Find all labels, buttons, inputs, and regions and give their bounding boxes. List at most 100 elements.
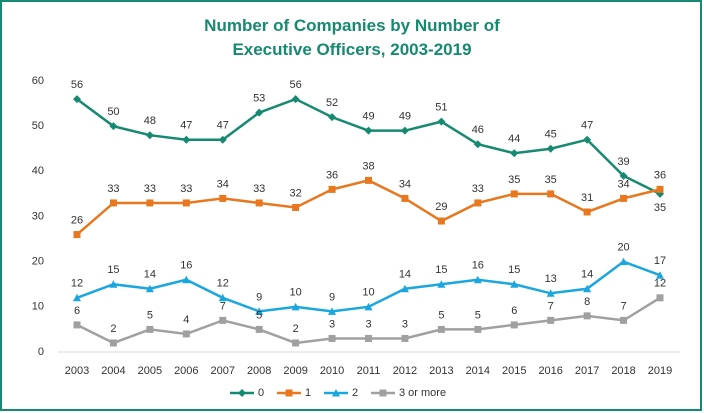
x-tick-label: 2018 (611, 365, 635, 377)
data-label: 33 (472, 183, 484, 195)
marker (510, 321, 518, 329)
data-label: 14 (581, 269, 593, 281)
data-label: 35 (508, 174, 520, 186)
marker (292, 203, 300, 211)
marker (546, 289, 555, 297)
marker (379, 389, 387, 397)
legend-label: 3 or more (399, 387, 446, 399)
data-label: 3 (365, 318, 371, 330)
data-label: 12 (71, 278, 83, 290)
marker (474, 325, 482, 333)
data-label: 34 (217, 178, 229, 190)
data-label: 47 (217, 120, 229, 132)
data-label: 12 (654, 278, 666, 290)
x-tick-label: 2004 (101, 365, 125, 377)
data-label: 49 (362, 111, 374, 123)
data-label: 45 (545, 129, 557, 141)
marker (291, 95, 300, 104)
data-label: 7 (621, 300, 627, 312)
data-label: 33 (253, 183, 265, 195)
x-tick-label: 2009 (283, 365, 307, 377)
marker (73, 231, 81, 239)
x-tick-label: 2015 (502, 365, 526, 377)
data-label: 33 (144, 183, 156, 195)
marker (364, 302, 373, 311)
y-tick-label: 60 (32, 75, 44, 87)
data-label: 44 (508, 133, 520, 145)
x-tick-label: 2019 (648, 365, 672, 377)
marker (437, 117, 446, 126)
data-label: 10 (362, 287, 374, 299)
x-tick-label: 2006 (174, 365, 198, 377)
marker (328, 185, 336, 193)
marker (401, 334, 409, 342)
marker (365, 176, 372, 184)
data-label: 51 (435, 102, 447, 114)
marker (473, 140, 482, 149)
data-label: 13 (545, 273, 557, 285)
y-tick-label: 40 (32, 165, 44, 177)
legend-label: 2 (352, 387, 358, 399)
data-label: 20 (617, 242, 629, 254)
marker (619, 257, 628, 266)
marker (219, 316, 227, 324)
marker (510, 280, 519, 288)
data-label: 4 (183, 314, 189, 326)
marker (182, 330, 190, 338)
legend-label: 1 (305, 387, 311, 399)
marker (218, 135, 227, 144)
data-label: 34 (617, 178, 629, 190)
data-label: 2 (293, 323, 299, 335)
marker (255, 325, 263, 333)
data-label: 50 (107, 106, 119, 118)
data-label: 9 (329, 291, 335, 303)
data-label: 47 (581, 120, 593, 132)
legend-label: 0 (258, 387, 264, 399)
data-label: 35 (654, 202, 666, 214)
y-tick-label: 20 (32, 256, 44, 268)
y-tick-label: 0 (38, 346, 44, 358)
data-label: 32 (290, 187, 302, 199)
marker (238, 389, 246, 397)
data-label: 35 (545, 174, 557, 186)
marker (583, 208, 591, 216)
data-label: 52 (326, 97, 338, 109)
x-tick-label: 2005 (138, 365, 162, 377)
marker (109, 280, 118, 288)
marker (437, 217, 445, 225)
marker (510, 190, 518, 198)
marker (620, 316, 628, 324)
marker (400, 284, 409, 293)
marker (145, 284, 154, 293)
marker (255, 307, 264, 315)
data-label: 39 (617, 156, 629, 168)
data-label: 15 (435, 264, 447, 276)
data-label: 48 (144, 115, 156, 127)
marker (546, 144, 555, 153)
marker (547, 316, 555, 324)
data-label: 33 (180, 183, 192, 195)
y-tick-label: 50 (32, 120, 44, 132)
data-label: 9 (256, 291, 262, 303)
marker (656, 271, 664, 279)
data-label: 56 (71, 79, 83, 91)
data-label: 14 (399, 269, 411, 281)
marker (656, 185, 664, 193)
marker (547, 190, 555, 198)
marker (583, 135, 592, 144)
marker (146, 325, 154, 333)
marker (400, 126, 409, 135)
marker (328, 307, 337, 315)
marker (255, 108, 264, 117)
x-tick-label: 2008 (247, 365, 271, 377)
x-tick-label: 2014 (466, 365, 490, 377)
data-label: 6 (511, 305, 517, 317)
marker (145, 131, 154, 140)
data-label: 10 (290, 287, 302, 299)
data-label: 2 (110, 323, 116, 335)
marker (365, 334, 372, 342)
data-label: 8 (584, 296, 590, 308)
data-label: 6 (74, 305, 80, 317)
marker (182, 275, 191, 284)
